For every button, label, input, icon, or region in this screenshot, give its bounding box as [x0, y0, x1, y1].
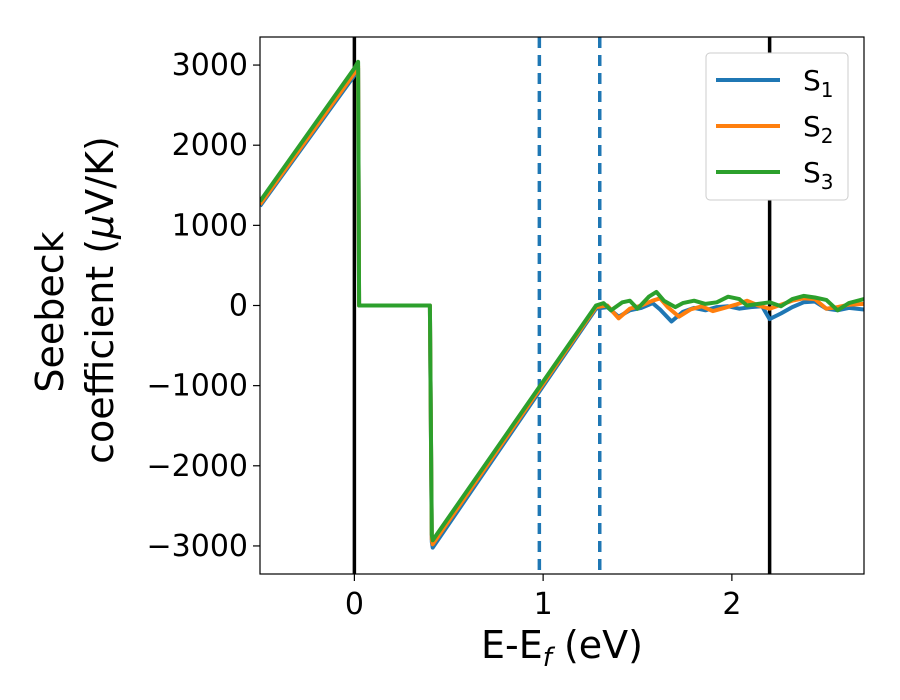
x-tick-label: 1 [534, 587, 553, 622]
legend-label-s2: S2 [803, 110, 834, 148]
y-tick-label: 2000 [172, 128, 248, 163]
y-tick-label: −1000 [147, 369, 248, 404]
series-lines [260, 59, 864, 550]
x-axis-label: E-Ef (eV) [481, 623, 643, 673]
legend: S1 S2 S3 [705, 52, 849, 201]
legend-label-s1: S1 [803, 64, 834, 102]
y-tick-label: −2000 [147, 449, 248, 484]
x-tick-label: 2 [722, 587, 741, 622]
y-tick-label: 0 [229, 289, 248, 324]
x-tick-label: 0 [345, 587, 364, 622]
y-tick-label: 3000 [172, 48, 248, 83]
y-axis-label-line1: Seebeck [28, 231, 72, 392]
series-line-s3 [260, 59, 864, 543]
axis-ticks: 0 1 2 −3000 −2000 −1000 0 1000 2000 3000 [147, 48, 742, 622]
y-tick-label: −3000 [147, 529, 248, 564]
legend-label-s3: S3 [803, 156, 834, 194]
y-tick-label: 1000 [172, 208, 248, 243]
y-axis-label-line2: coefficient (μV/K) [78, 136, 122, 464]
